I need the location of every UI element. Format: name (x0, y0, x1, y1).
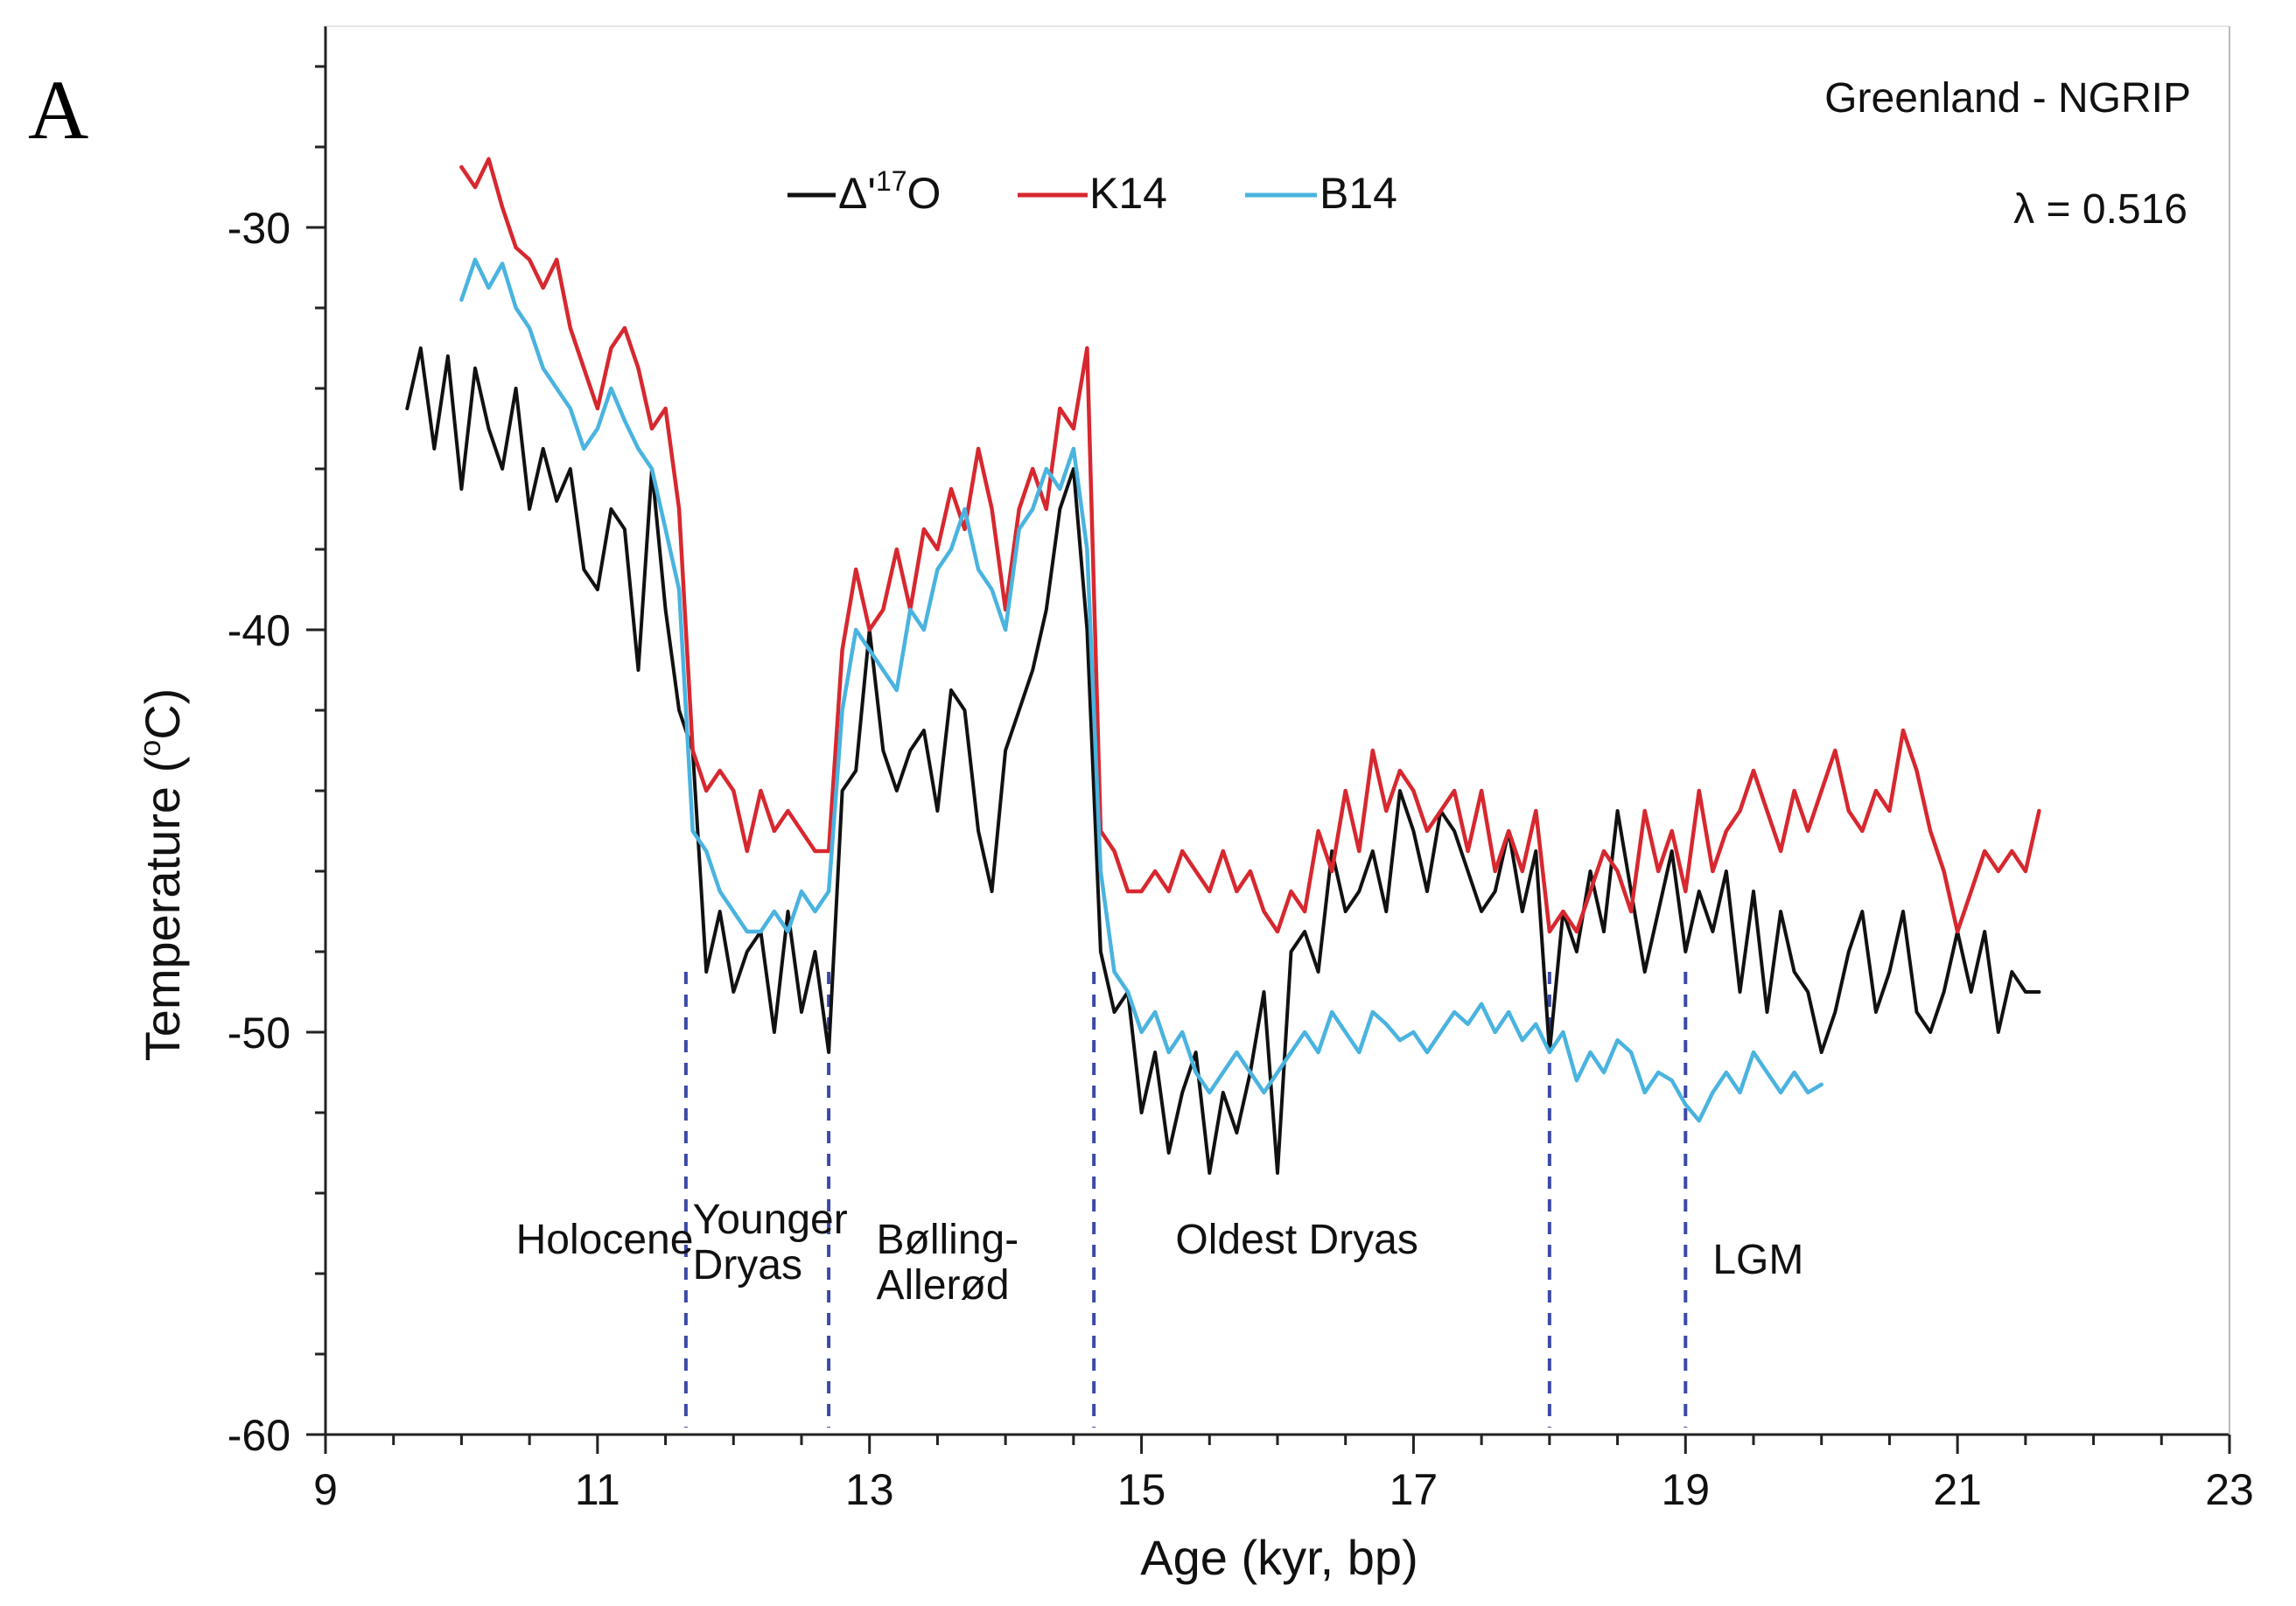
axis-ticks (306, 65, 2231, 1454)
chart-subtitle: λ = 0.516 (2013, 186, 2188, 233)
x-tick-label: 9 (313, 1465, 338, 1514)
legend-item-k14: K14 (1018, 169, 1167, 218)
x-tick-label: 17 (1390, 1465, 1438, 1514)
period-label: Bølling-Allerød (876, 1217, 1018, 1309)
panel-label: A (28, 63, 88, 157)
x-tick-labels: 9 11 13 15 17 19 21 23 (313, 1465, 2254, 1514)
period-label: Holocene (516, 1217, 694, 1263)
x-tick-label: 23 (2205, 1465, 2254, 1514)
x-tick-label: 11 (575, 1465, 620, 1514)
series-k14-line (459, 157, 2041, 934)
period-label: Oldest Dryas (1175, 1217, 1418, 1263)
series-d17o-line (405, 346, 2041, 1175)
period-label: LGM (1712, 1237, 1803, 1283)
x-tick-label: 21 (1933, 1465, 1982, 1514)
y-axis-title-end: C) (135, 688, 190, 740)
legend-label-k14: K14 (1089, 169, 1167, 218)
y-tick-labels: -30 -40 -50 -60 (228, 204, 290, 1460)
legend-item-b14: B14 (1245, 169, 1397, 218)
x-tick-label: 13 (845, 1465, 894, 1514)
data-series (405, 157, 2041, 1175)
x-tick-label: 15 (1117, 1465, 1166, 1514)
y-tick-label: -30 (228, 204, 290, 253)
series-b14-line (459, 257, 1824, 1123)
legend-label-b14: B14 (1320, 169, 1397, 218)
y-tick-label: -60 (228, 1411, 290, 1460)
x-tick-label: 19 (1661, 1465, 1710, 1514)
legend-item-d17o: Δ'17O (788, 165, 941, 218)
y-tick-label: -50 (228, 1009, 290, 1058)
legend-label-d17o: Δ'17O (838, 165, 941, 218)
plot-frame (324, 25, 2230, 1436)
chart-title: Greenland - NGRIP (1824, 75, 2191, 122)
period-labels: Holocene Younger Dryas Bølling-Allerød Oldes… (516, 1197, 1804, 1309)
period-label: Younger Dryas (693, 1197, 848, 1288)
y-axis-title: Temperature (oC) (134, 688, 190, 1062)
y-tick-label: -40 (228, 606, 290, 655)
x-axis-title: Age (kyr, bp) (1140, 1530, 1418, 1585)
legend: Δ'17O K14 B14 (788, 165, 1397, 218)
y-axis-title-sup: o (134, 740, 167, 757)
y-axis-title-main: Temperature ( (135, 756, 190, 1061)
